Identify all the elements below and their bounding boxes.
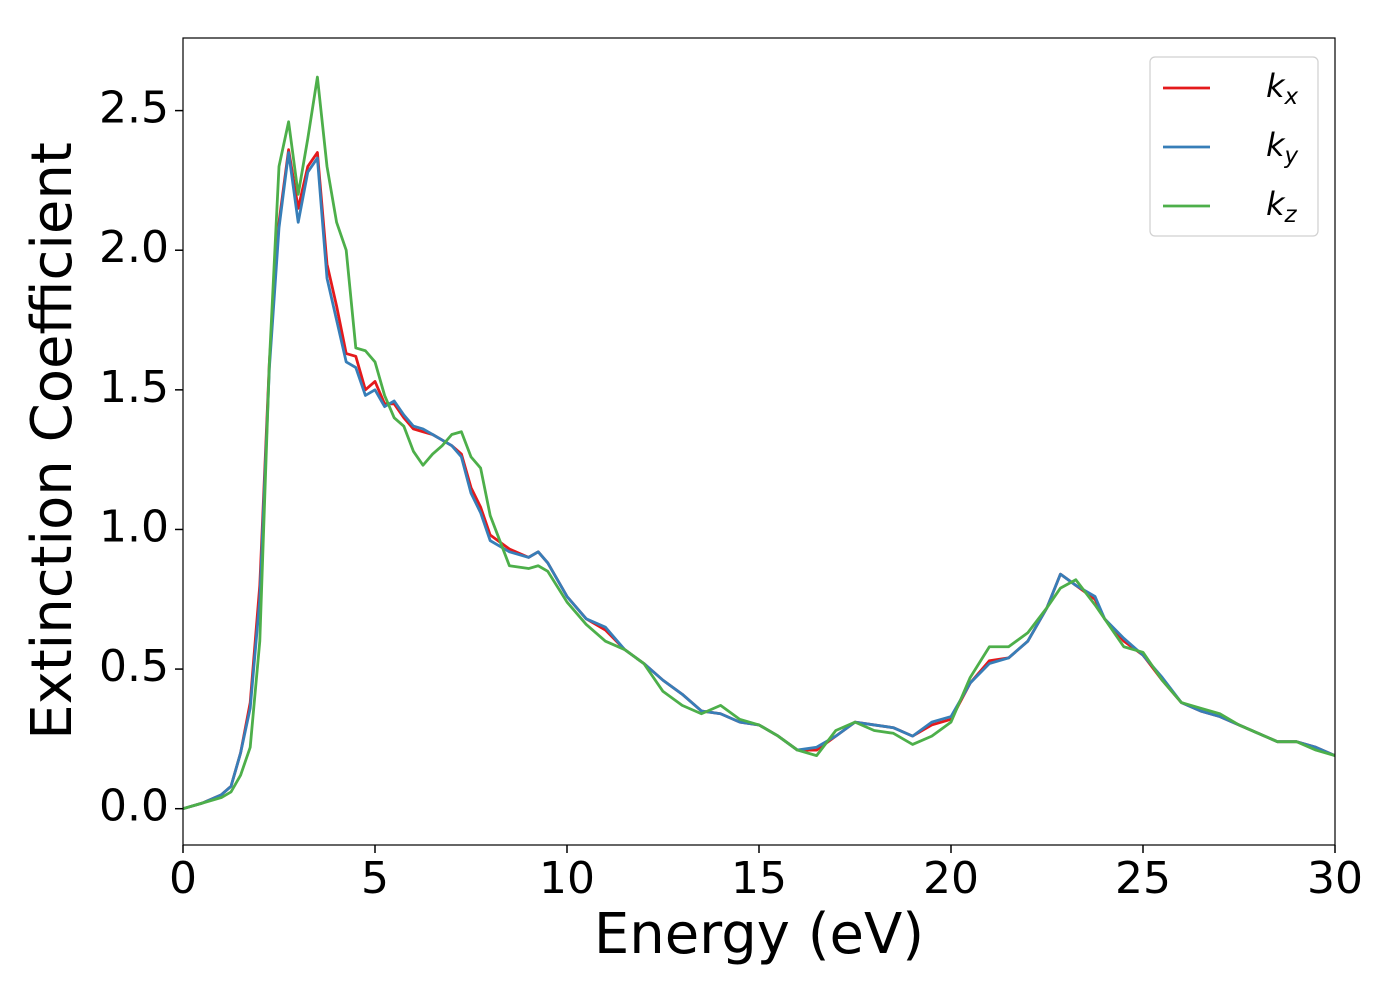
legend-label: kx [1266,67,1299,110]
line-series [183,148,1335,811]
x-tick-label: 30 [1307,853,1363,904]
legend-box [1149,56,1319,237]
line-series [183,151,1335,811]
y-tick-label: 2.5 [99,83,169,134]
y-tick-label: 0.5 [99,641,169,692]
x-tick-label: 10 [539,853,595,904]
legend-label: ky [1266,126,1299,169]
y-tick-label: 2.0 [99,222,169,273]
x-tick-label: 5 [361,853,389,904]
line-series [183,75,1335,811]
y-axis-label: Extinction Coefficient [20,142,85,740]
plot-frame [182,37,1336,846]
y-tick-label: 0.0 [99,781,169,832]
x-tick-label: 0 [169,853,197,904]
y-tick-label: 1.0 [99,501,169,552]
legend-label: kz [1266,185,1298,228]
x-tick-label: 20 [923,853,979,904]
y-tick-label: 1.5 [99,362,169,413]
x-tick-label: 25 [1115,853,1171,904]
x-tick-label: 15 [731,853,787,904]
x-axis-label: Energy (eV) [594,902,924,967]
